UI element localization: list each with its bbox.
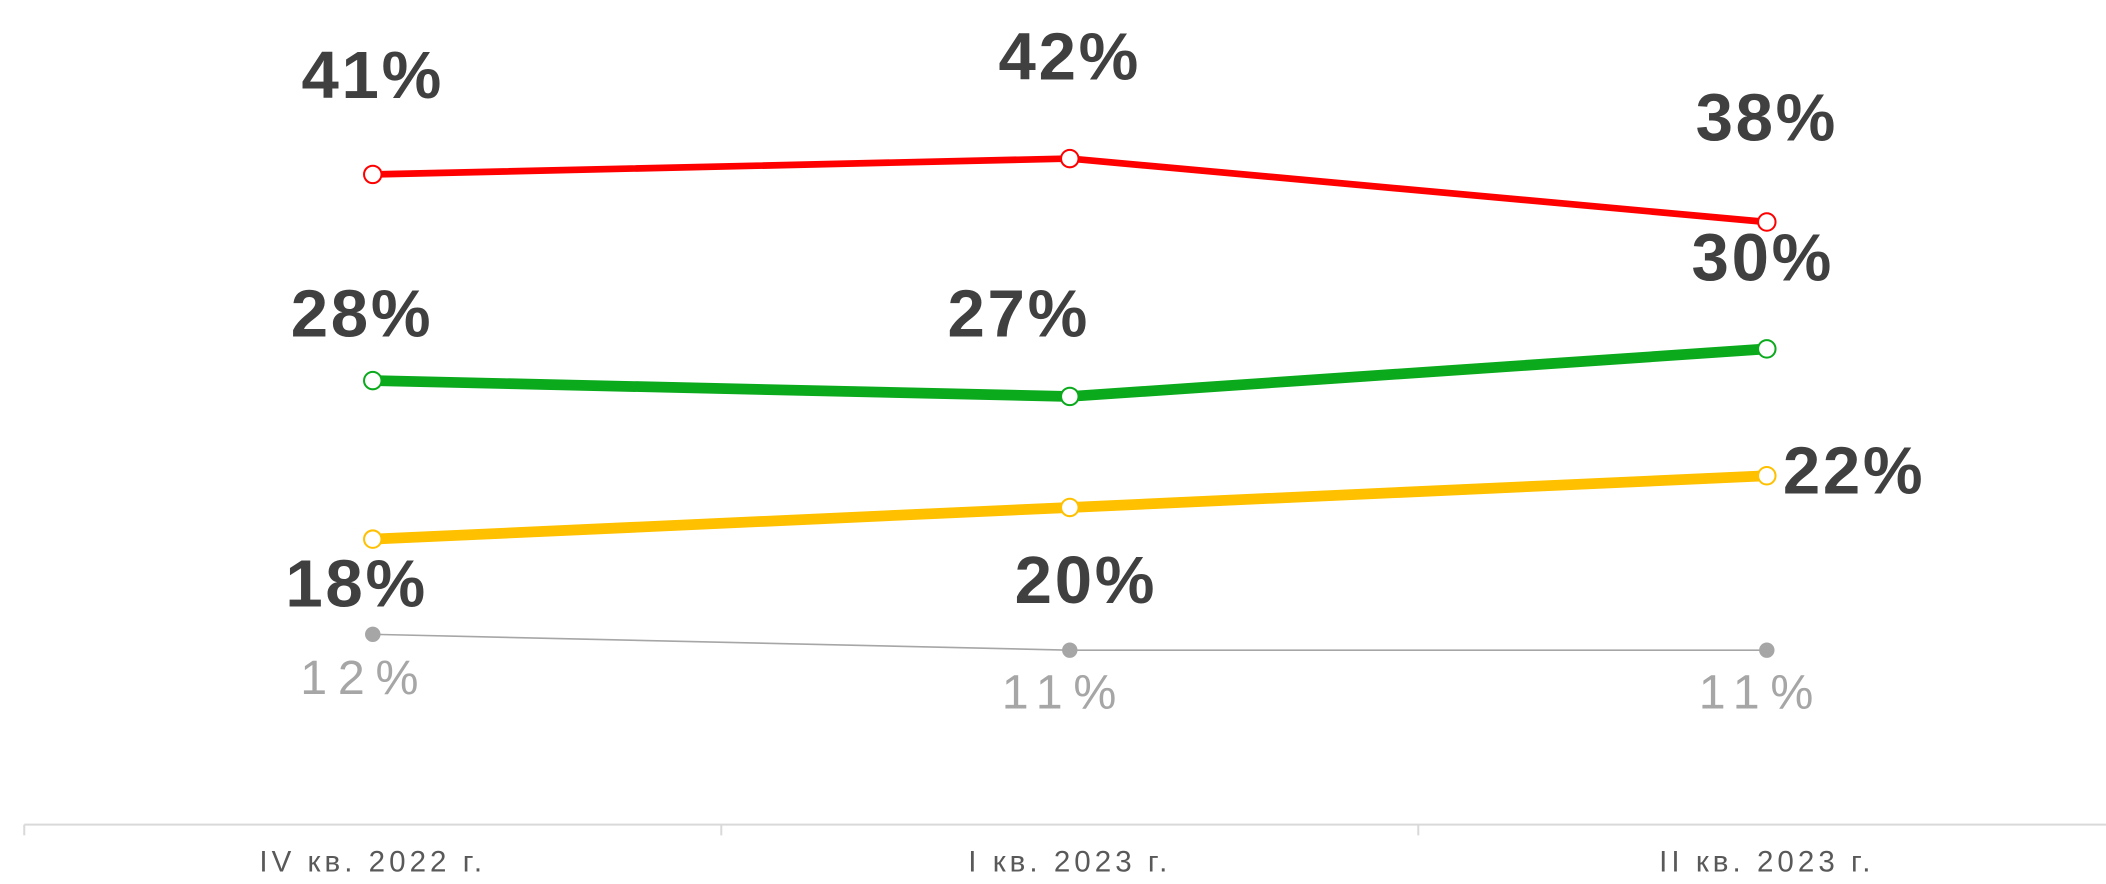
data-label: 28% xyxy=(291,277,433,352)
x-tick-label: II кв. 2023 г. xyxy=(1659,845,1874,878)
marker xyxy=(363,164,383,185)
x-tick-label: I кв. 2023 г. xyxy=(968,845,1171,878)
data-label: 11% xyxy=(1699,666,1824,720)
marker xyxy=(1757,212,1777,232)
marker xyxy=(363,529,383,549)
data-label: 12% xyxy=(300,651,429,705)
marker xyxy=(1060,497,1080,518)
data-label: 30% xyxy=(1692,221,1834,296)
marker xyxy=(365,626,381,643)
data-label: 11% xyxy=(1002,666,1127,720)
data-label: 42% xyxy=(999,20,1141,95)
data-label: 20% xyxy=(1015,543,1157,618)
data-label: 22% xyxy=(1783,433,1925,508)
data-label: 41% xyxy=(302,38,444,113)
marker xyxy=(1757,465,1777,486)
marker xyxy=(1060,386,1080,407)
marker xyxy=(1060,148,1080,169)
data-label: 27% xyxy=(948,276,1090,351)
marker xyxy=(1759,642,1775,658)
marker xyxy=(1062,642,1078,658)
marker xyxy=(1757,339,1777,359)
data-label: 18% xyxy=(285,547,427,622)
data-label: 38% xyxy=(1696,80,1838,155)
marker xyxy=(363,370,383,391)
x-tick-label: IV кв. 2022 г. xyxy=(259,845,486,878)
